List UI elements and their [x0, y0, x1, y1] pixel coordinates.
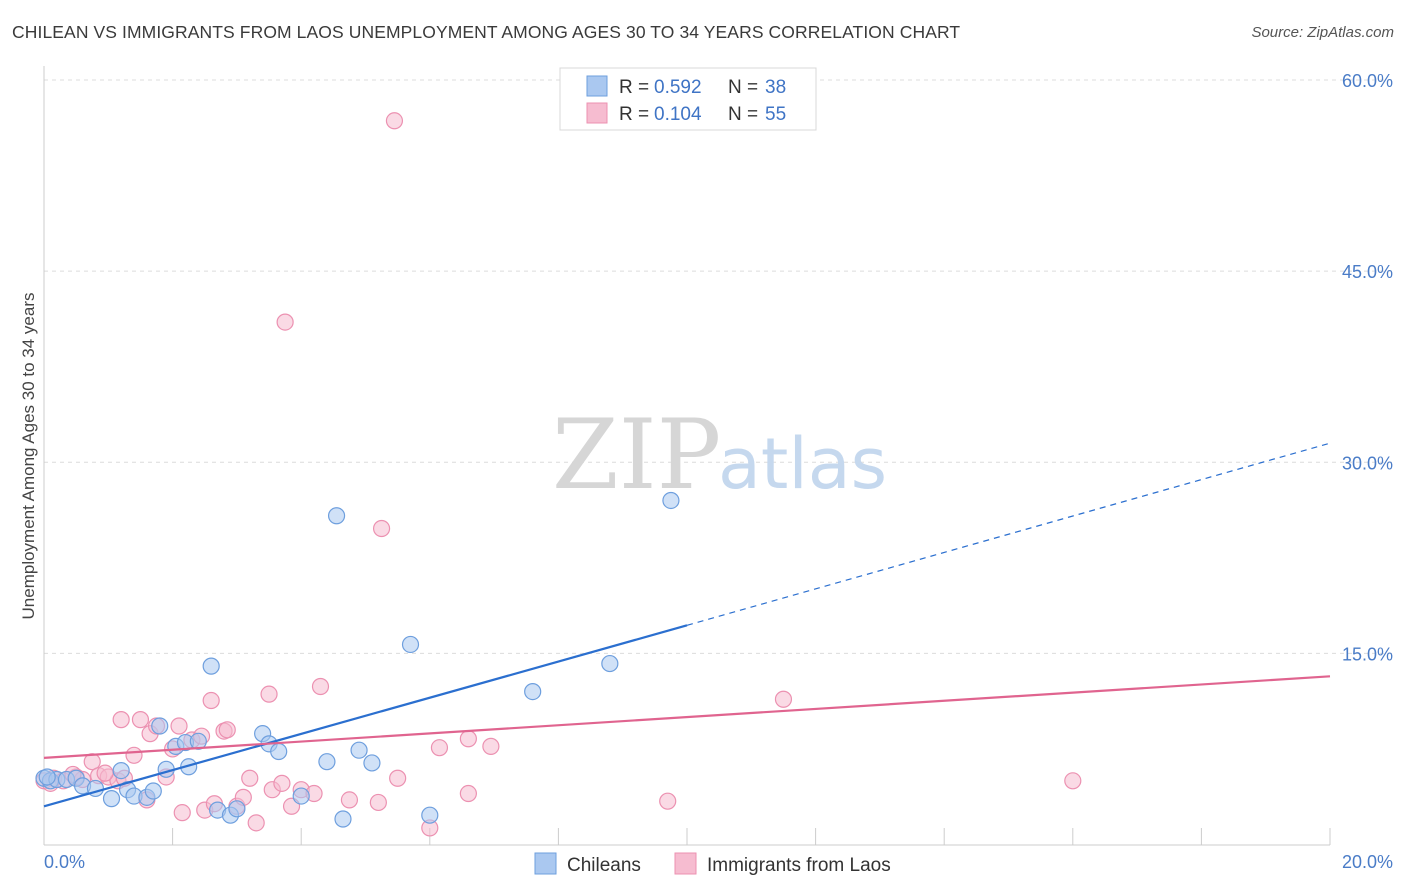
laos-point-44	[430, 739, 449, 757]
laos-point-9	[112, 711, 130, 729]
chileans-point-28	[327, 507, 346, 525]
laos-point-18	[173, 804, 191, 822]
chileans-point-34	[524, 682, 542, 701]
y-tick-labels: 15.0% 30.0% 45.0% 60.0%	[1342, 71, 1393, 664]
legend-n-value-2: 55	[765, 104, 786, 125]
chileans-point-8	[112, 761, 130, 780]
gridlines	[44, 79, 1392, 654]
series-chileans-points	[35, 491, 680, 828]
watermark-zip: ZIP	[552, 399, 721, 511]
laos-point-28	[241, 769, 259, 787]
laos-point-38	[340, 791, 359, 809]
bottom-legend-laos: Immigrants from Laos	[707, 855, 891, 876]
x-tick-label-min: 0.0%	[44, 852, 85, 872]
watermark: ZIP atlas	[552, 399, 887, 511]
laos-point-45	[459, 784, 477, 803]
legend-swatch-chileans	[586, 75, 608, 97]
laos-point-46	[459, 730, 477, 748]
laos-point-41	[385, 112, 404, 130]
chileans-point-33	[421, 806, 439, 824]
chileans-trend-extension	[686, 442, 1331, 626]
laos-point-5	[83, 753, 101, 771]
y-axis-label: Unemployment Among Ages 30 to 34 years	[19, 293, 38, 620]
chileans-point-26	[292, 787, 310, 805]
laos-point-40	[372, 519, 391, 538]
x-tick-label-max: 20.0%	[1342, 852, 1393, 872]
chileans-point-13	[151, 717, 169, 735]
y-tick-label-3: 60.0%	[1342, 71, 1393, 91]
laos-point-54	[96, 764, 114, 782]
legend-n-value-1: 38	[765, 77, 786, 98]
legend-r-value-2: 0.104	[654, 104, 702, 125]
laos-point-17	[170, 717, 188, 735]
legend-swatch-laos	[586, 102, 608, 124]
legend-r-label-1: R =	[619, 77, 649, 98]
laos-point-42	[389, 769, 407, 787]
bottom-legend-swatch-laos	[674, 852, 697, 875]
chileans-point-32	[401, 635, 420, 654]
chileans-point-22	[228, 800, 246, 818]
laos-point-33	[276, 313, 294, 331]
chileans-point-31	[363, 754, 381, 772]
correlation-legend: R = 0.592 N = 38 R = 0.104 N = 55	[559, 67, 817, 131]
laos-point-50	[1064, 772, 1082, 790]
series-legend: Chileans Immigrants from Laos	[534, 852, 891, 876]
laos-point-29	[247, 814, 265, 832]
y-tick-label-2: 45.0%	[1342, 262, 1393, 282]
chileans-point-27	[318, 753, 336, 771]
laos-point-22	[202, 691, 220, 710]
bottom-legend-chileans: Chileans	[567, 855, 641, 876]
legend-r-value-1: 0.592	[654, 77, 702, 98]
watermark-atlas: atlas	[718, 423, 887, 505]
laos-point-48	[659, 792, 677, 810]
chileans-point-29	[334, 810, 352, 828]
laos-point-30	[260, 685, 278, 703]
chileans-point-19	[202, 657, 220, 675]
laos-point-47	[482, 737, 500, 755]
laos-point-49	[774, 690, 793, 708]
bottom-legend-swatch-chileans	[534, 852, 557, 875]
laos-point-32	[273, 774, 291, 792]
y-tick-label-0: 15.0%	[1342, 644, 1393, 664]
chileans-point-37	[38, 768, 56, 786]
laos-point-10	[125, 746, 143, 764]
laos-point-37	[311, 677, 330, 696]
chileans-trend-line	[43, 624, 688, 808]
laos-point-25	[218, 721, 236, 739]
chileans-point-25	[270, 742, 288, 761]
chileans-point-18	[189, 732, 207, 750]
laos-point-11	[131, 711, 150, 729]
chileans-point-7	[102, 790, 121, 808]
trend-lines	[43, 442, 1331, 808]
chart-title: CHILEAN VS IMMIGRANTS FROM LAOS UNEMPLOY…	[12, 22, 961, 42]
legend-n-label-1: N =	[728, 77, 758, 98]
legend-n-label-2: N =	[728, 104, 758, 125]
chileans-point-36	[662, 491, 680, 510]
chileans-point-12	[144, 782, 162, 800]
y-tick-label-1: 30.0%	[1342, 453, 1393, 473]
laos-trend-line	[43, 675, 1331, 759]
legend-r-label-2: R =	[619, 104, 649, 125]
chileans-point-35	[601, 654, 619, 673]
chileans-point-30	[350, 741, 368, 759]
laos-point-39	[369, 793, 387, 812]
chart-source: Source: ZipAtlas.com	[1251, 24, 1394, 41]
